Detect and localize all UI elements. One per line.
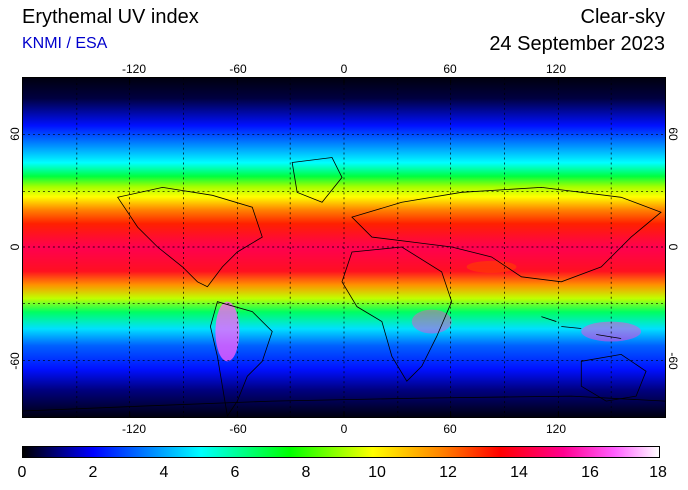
arabia-uv: [466, 260, 517, 273]
lon-tick-top: 0: [340, 62, 348, 76]
colorbar-label: 8: [301, 464, 311, 481]
andes-high-uv: [215, 301, 240, 362]
colorbar-label: 0: [17, 464, 27, 481]
colorbar-label: 10: [368, 464, 386, 481]
uv-index-map: [22, 77, 666, 418]
africa-high-uv: [411, 309, 452, 334]
lat-tick-right: -60: [666, 352, 680, 370]
condition-label: Clear-sky: [580, 6, 665, 28]
colorbar-label: 12: [439, 464, 457, 481]
date-label: 24 September 2023: [489, 33, 665, 55]
lat-tick-left: 60: [8, 127, 22, 141]
lon-tick-top: -120: [121, 62, 147, 76]
colorbar-label: 2: [88, 464, 98, 481]
lat-tick-right: 0: [666, 243, 680, 251]
colorbar-label: 16: [581, 464, 599, 481]
map-ticks: [129, 78, 559, 417]
lat-tick-left: -60: [8, 352, 22, 370]
graticule: [23, 78, 665, 417]
lon-tick-bottom: -120: [121, 422, 147, 436]
colorbar-label: 18: [649, 464, 667, 481]
lon-tick-bottom: 60: [443, 422, 457, 436]
uv-map-svg: [23, 78, 665, 417]
lat-tick-left: 0: [8, 243, 22, 251]
credit-label: KNMI / ESA: [22, 35, 108, 52]
lon-tick-top: 60: [443, 62, 457, 76]
page-title: Erythemal UV index: [22, 6, 199, 28]
lon-tick-bottom: 120: [545, 422, 567, 436]
lon-tick-top: -60: [229, 62, 247, 76]
lon-tick-bottom: -60: [229, 422, 247, 436]
lon-tick-bottom: 0: [340, 422, 348, 436]
lat-tick-right: 60: [666, 127, 680, 141]
lon-tick-top: 120: [545, 62, 567, 76]
colorbar-label: 14: [510, 464, 528, 481]
colorbar-label: 4: [159, 464, 169, 481]
uv-colorbar: [22, 446, 660, 458]
colorbar-label: 6: [230, 464, 240, 481]
